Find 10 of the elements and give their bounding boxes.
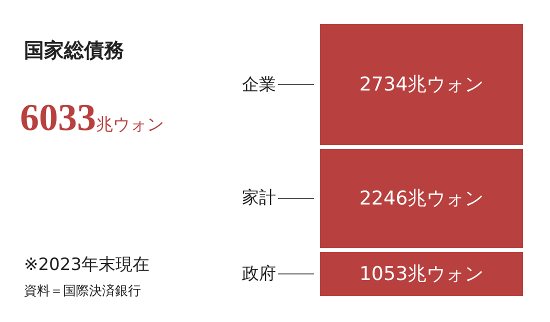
text: 6033兆ウォン [20,97,164,139]
text: 資料＝国際決済銀行 [24,283,141,299]
text: 家計 [242,188,276,208]
text: ※2023年末現在 [24,255,150,275]
data-label: 1053兆ウォン [359,263,484,285]
data-label: 2246兆ウォン [359,188,484,210]
text: 企業 [242,75,276,95]
text: 国家総債務 [24,38,124,62]
text: 政府 [242,264,276,284]
data-label: 2734兆ウォン [359,74,484,96]
